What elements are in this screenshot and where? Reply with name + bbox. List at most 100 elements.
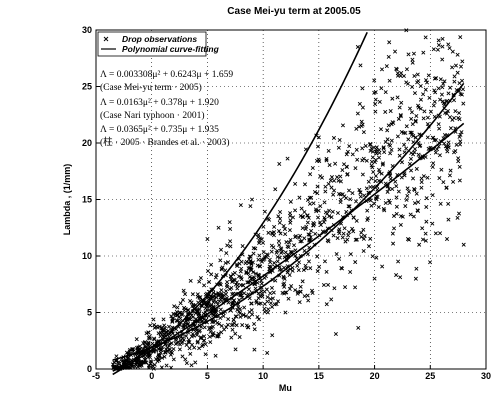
drop-observation-point — [409, 116, 414, 121]
drop-observation-point — [379, 171, 384, 176]
drop-observation-point — [444, 237, 450, 242]
drop-observation-point — [374, 151, 379, 156]
drop-observation-point — [321, 220, 326, 225]
drop-observation-point — [230, 292, 235, 297]
drop-observation-point — [336, 229, 341, 234]
drop-observation-point — [298, 284, 303, 289]
drop-observation-point — [258, 301, 263, 306]
drop-observation-point — [330, 209, 335, 214]
drop-observation-point — [203, 310, 208, 315]
drop-observation-point — [266, 307, 271, 312]
drop-observation-point — [218, 315, 223, 320]
drop-observation-point — [345, 237, 350, 242]
drop-observation-point — [440, 44, 445, 49]
drop-observation-point — [387, 40, 392, 45]
drop-observation-point — [411, 51, 416, 56]
drop-observation-point — [430, 221, 435, 226]
drop-observation-point — [220, 294, 226, 299]
drop-observation-point — [317, 264, 322, 269]
drop-observation-point — [216, 291, 221, 296]
drop-observation-point — [235, 307, 240, 313]
drop-observation-point — [293, 208, 298, 213]
drop-observation-point — [406, 52, 411, 57]
drop-observation-point — [458, 142, 463, 147]
drop-observation-point — [424, 219, 429, 224]
drop-observation-point — [279, 247, 284, 252]
drop-observation-point — [215, 320, 220, 325]
drop-observation-point — [139, 359, 144, 364]
drop-observation-point — [211, 304, 216, 309]
drop-observation-point — [344, 209, 349, 214]
drop-observation-point — [433, 150, 438, 155]
drop-observation-point — [363, 143, 368, 148]
drop-observation-point — [459, 64, 464, 69]
drop-observation-point — [360, 86, 365, 91]
legend-label-drop-observations: Drop observations — [122, 34, 197, 44]
drop-observation-point — [233, 331, 238, 336]
drop-observation-point — [208, 294, 213, 299]
drop-observation-point — [350, 226, 355, 231]
drop-observation-point — [260, 292, 265, 297]
drop-observation-point — [307, 237, 312, 242]
drop-observation-point — [421, 116, 426, 121]
drop-observation-point — [394, 184, 399, 189]
drop-observation-point — [278, 231, 283, 236]
drop-observation-point — [209, 272, 214, 277]
drop-observation-point — [385, 189, 390, 194]
drop-observation-point — [308, 266, 313, 271]
drop-observation-point — [405, 237, 411, 242]
drop-observation-point — [257, 240, 262, 245]
drop-observation-point — [261, 250, 266, 255]
drop-observation-point — [336, 145, 341, 150]
drop-observation-point — [188, 298, 193, 303]
drop-observation-point — [288, 220, 293, 225]
drop-observation-point — [264, 287, 269, 292]
drop-observation-point — [194, 328, 199, 333]
drop-observation-point — [293, 181, 298, 186]
drop-observation-point — [301, 267, 306, 272]
drop-observation-point — [461, 242, 466, 247]
drop-observation-point — [447, 173, 452, 178]
drop-observation-point — [418, 83, 423, 89]
drop-observation-point — [211, 333, 216, 338]
drop-observation-point — [305, 220, 310, 225]
drop-observation-point — [207, 279, 212, 284]
drop-observation-point — [130, 364, 135, 369]
drop-observation-point — [312, 189, 318, 195]
drop-observation-point — [180, 297, 185, 302]
drop-observation-point — [337, 138, 342, 143]
drop-observation-point — [335, 210, 340, 215]
drop-observation-point — [191, 302, 196, 308]
drop-observation-point — [282, 284, 287, 289]
drop-observation-point — [167, 341, 172, 346]
drop-observation-point — [387, 198, 392, 203]
drop-observation-point — [288, 199, 293, 204]
drop-observation-point — [437, 126, 442, 131]
drop-observation-point — [282, 227, 287, 232]
drop-observation-point — [182, 305, 187, 310]
drop-observation-point — [259, 289, 264, 294]
drop-observation-point — [289, 283, 294, 289]
drop-observation-point — [226, 260, 231, 265]
drop-observation-point — [451, 98, 457, 103]
drop-observation-point — [275, 259, 280, 264]
drop-observation-point — [357, 124, 362, 129]
drop-observation-point — [397, 147, 402, 152]
drop-observation-point — [418, 106, 423, 111]
drop-observation-point — [268, 297, 273, 302]
drop-observation-point — [425, 115, 430, 120]
drop-observation-point — [239, 259, 244, 264]
drop-observation-point — [354, 126, 359, 131]
drop-observation-point — [409, 130, 414, 135]
drop-observation-point — [302, 236, 307, 241]
drop-observation-point — [446, 42, 451, 47]
drop-observation-point — [453, 63, 458, 68]
drop-observation-point — [301, 215, 306, 220]
drop-observation-point — [302, 248, 307, 253]
drop-observation-point — [381, 146, 386, 151]
drop-observation-point — [276, 299, 281, 304]
drop-observation-point — [205, 237, 210, 242]
drop-observation-point — [315, 269, 320, 274]
drop-observation-point — [447, 46, 452, 51]
drop-observation-point — [199, 303, 204, 308]
